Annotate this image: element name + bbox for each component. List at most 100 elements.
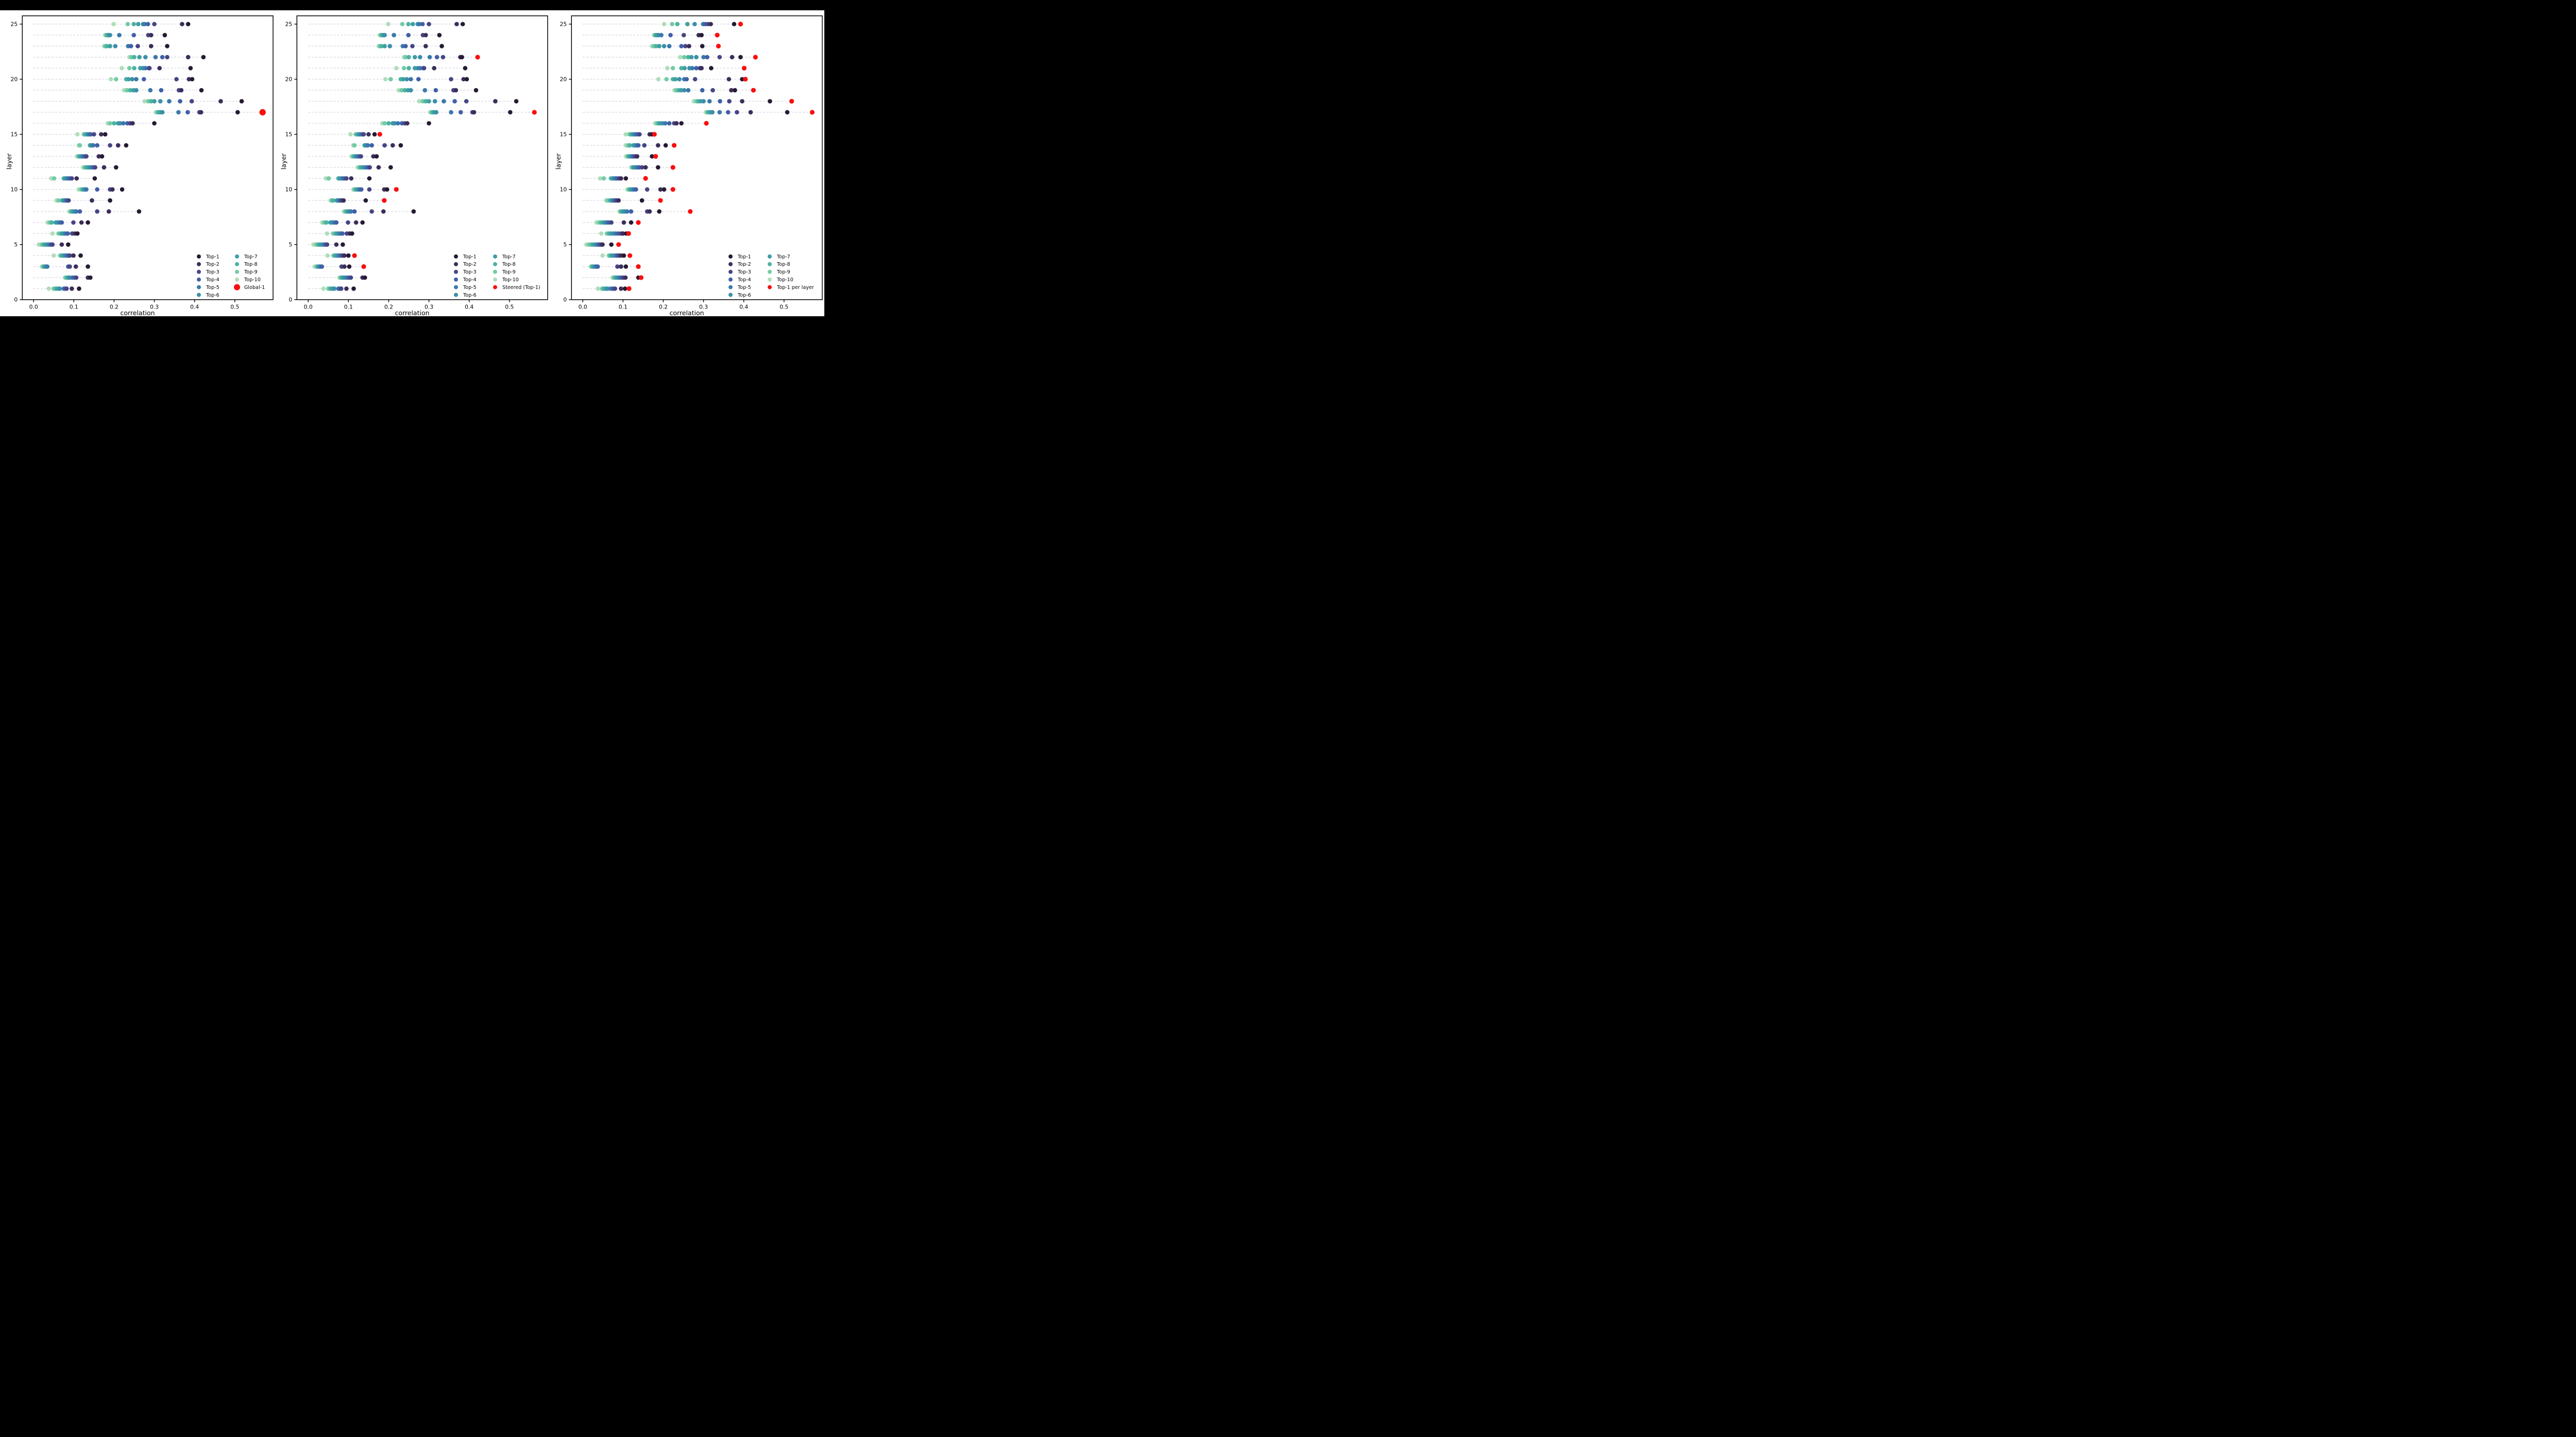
dot-top-6-layer-18 [701, 99, 706, 104]
dot-red-layer-7 [636, 220, 641, 225]
dot-top-9-layer-25 [400, 22, 405, 27]
legend-swatch-top-7 [768, 254, 772, 259]
dot-top-4-layer-8 [77, 209, 82, 214]
dot-top-4-layer-18 [452, 99, 457, 104]
legend-label-top-10: Top-10 [502, 277, 519, 283]
dot-top-4-layer-20 [684, 77, 689, 82]
dot-top-10-layer-21 [394, 66, 399, 71]
dot-top-2-layer-25 [708, 22, 713, 27]
dot-top-3-layer-18 [727, 99, 732, 104]
legend-label-top-5: Top-5 [737, 285, 751, 290]
dot-top-10-layer-25 [111, 22, 116, 27]
dot-top-4-layer-17 [725, 110, 731, 115]
legend-swatch-red [234, 284, 240, 290]
legend-label-top-1: Top-1 [206, 254, 219, 260]
dot-top-2-layer-7 [621, 220, 626, 225]
dot-top-3-layer-11 [344, 176, 349, 181]
dot-red-layer-25 [738, 22, 743, 27]
x-tick-label: 0.1 [70, 303, 78, 310]
legend-label-top-2: Top-2 [737, 262, 751, 267]
y-tick-label: 15 [285, 131, 293, 138]
dot-top-4-layer-24 [406, 32, 411, 38]
dot-top-1-layer-2 [363, 275, 367, 280]
dot-top-4-layer-25 [420, 22, 425, 27]
dot-top-8-layer-23 [379, 44, 384, 48]
dot-top-3-layer-1 [338, 286, 344, 291]
legend-label-top-4: Top-4 [737, 277, 751, 283]
dot-red-layer-17 [259, 109, 266, 116]
x-tick-label: 0.5 [779, 303, 788, 310]
dot-top-9-layer-16 [108, 121, 112, 126]
legend-label-top-6: Top-6 [463, 293, 477, 298]
dot-top-1-layer-22 [460, 55, 464, 60]
dot-top-4-layer-23 [679, 44, 684, 48]
dot-top-2-layer-21 [432, 66, 436, 71]
dot-top-3-layer-15 [361, 132, 366, 137]
dot-top-5-layer-14 [365, 143, 370, 148]
dot-top-8-layer-21 [406, 66, 411, 71]
dot-top-3-layer-7 [346, 220, 350, 225]
dot-top-8-layer-16 [386, 121, 391, 126]
y-tick-label: 5 [14, 242, 18, 248]
dot-top-10-layer-18 [417, 99, 422, 104]
dot-top-1-layer-4 [346, 253, 351, 258]
dot-top-1-layer-5 [66, 242, 71, 247]
legend-swatch-top-9 [235, 269, 239, 274]
legend-swatch-top-10 [768, 277, 772, 282]
dot-top-5-layer-19 [148, 88, 153, 93]
dot-top-2-layer-3 [619, 264, 623, 269]
dot-top-2-layer-9 [616, 198, 621, 203]
dot-top-1-layer-21 [188, 66, 193, 71]
dot-top-8-layer-23 [105, 44, 109, 48]
dot-top-2-layer-19 [179, 88, 184, 93]
dot-top-1-layer-18 [768, 99, 772, 104]
dot-top-6-layer-20 [677, 77, 682, 82]
x-tick-label: 0.3 [425, 303, 433, 310]
dot-top-8-layer-25 [675, 22, 680, 27]
dot-top-6-layer-17 [710, 110, 715, 115]
dot-top-8-layer-21 [679, 66, 684, 71]
legend-swatch-top-4 [197, 277, 201, 282]
dot-top-5-layer-8 [624, 209, 630, 214]
dot-top-3-layer-14 [108, 143, 112, 148]
dot-top-10-layer-15 [623, 132, 629, 137]
dot-red-layer-4 [627, 253, 633, 258]
dot-red-layer-10 [394, 187, 399, 192]
dot-top-9-layer-20 [114, 77, 118, 82]
dot-top-4-layer-3 [595, 264, 600, 269]
dot-top-2-layer-20 [726, 77, 732, 82]
dot-top-2-layer-13 [371, 154, 376, 159]
x-tick-label: 0.2 [384, 303, 393, 310]
dot-top-5-layer-21 [418, 66, 422, 71]
dot-top-6-layer-16 [392, 121, 397, 126]
dot-top-5-layer-22 [153, 55, 158, 60]
dot-top-3-layer-10 [645, 187, 650, 192]
dot-top-8-layer-9 [331, 198, 335, 203]
dot-red-layer-24 [715, 32, 720, 38]
dot-top-8-layer-25 [406, 22, 411, 27]
dot-top-7-layer-20 [126, 77, 131, 82]
legend-swatch-top-7 [493, 254, 497, 259]
dot-top-2-layer-24 [148, 32, 154, 38]
dot-top-5-layer-24 [392, 32, 396, 38]
legend-swatch-top-3 [728, 269, 733, 274]
dot-top-3-layer-5 [325, 242, 330, 247]
dot-top-1-layer-9 [363, 198, 368, 203]
dot-top-9-layer-21 [670, 66, 675, 71]
dot-top-6-layer-23 [387, 44, 393, 48]
figure-canvas: 0.0 0.1 0.2 0.3 0.4 0.5 0 5 10 15 20 25 Top-1 Top-2 To… [0, 10, 824, 317]
y-axis-label: layer [280, 153, 288, 170]
dot-top-7-layer-19 [679, 88, 684, 93]
x-tick-label: 0.5 [505, 303, 514, 310]
x-tick-label: 0.0 [579, 303, 587, 310]
dot-top-7-layer-23 [108, 44, 112, 48]
dot-top-5-layer-17 [717, 110, 722, 115]
dot-top-5-layer-17 [176, 110, 181, 115]
dot-top-7-layer-23 [657, 44, 662, 48]
dot-top-2-layer-17 [748, 110, 753, 115]
dot-top-5-layer-18 [442, 99, 446, 104]
legend-label-top-5: Top-5 [463, 285, 477, 290]
x-tick-label: 0.2 [659, 303, 668, 310]
dot-top-3-layer-24 [681, 32, 686, 38]
dot-top-2-layer-21 [157, 66, 162, 71]
